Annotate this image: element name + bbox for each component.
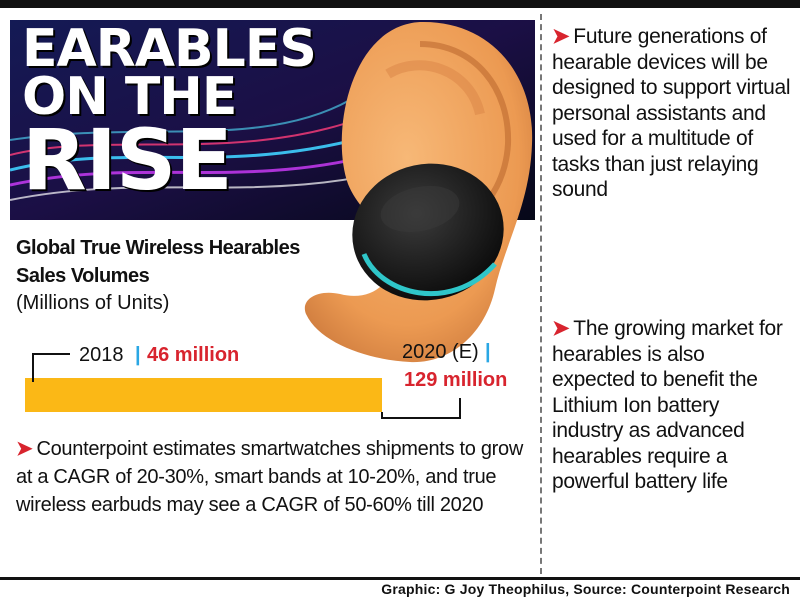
headline-line-1: EARABLES [22,20,317,79]
chart-unit: (Millions of Units) [16,292,170,314]
column-divider [540,14,543,574]
earbud-illustration [352,163,504,301]
headline-line-3: RISE [22,110,233,209]
leader-line-2018 [32,353,70,382]
graphic-credit: Graphic: G Joy Theophilus, Source: Count… [381,581,790,597]
value-label-2020: 129 million [404,369,507,391]
red-arrow-icon: ➤ [16,438,33,460]
headline-line-2: ON THE [22,66,237,127]
note-text: Future generations of hearable devices w… [552,25,791,201]
separator-2020: | [485,341,491,363]
chart-title: Global True Wireless Hearables Sales Vol… [16,237,300,287]
bottom-rule [0,577,800,580]
category-label-2020: 2020 (E) [402,341,479,363]
headline: EARABLES ON THE RISE [22,20,317,209]
bar-2020 [25,378,382,412]
category-label-2018: 2018 [79,344,124,366]
separator-2018: | [135,344,141,366]
sales-bar-chart: 2018 | 46 million 2020 (E) | 129 million [25,341,507,419]
ear-illustration [304,21,533,363]
note-growing-market: ➤ The growing market for hearables is als… [552,316,792,495]
value-label-2018: 46 million [147,344,239,366]
note-text: The growing market for hearables is also… [552,317,783,493]
note-future-generations: ➤ Future generations of hearable devices … [552,24,792,203]
counterpoint-estimate-paragraph: ➤ Counterpoint estimates smartwatches shi… [16,435,536,519]
red-arrow-icon: ➤ [552,25,570,48]
leader-line-2020 [381,398,461,419]
red-arrow-icon: ➤ [552,317,570,340]
top-rule [0,0,800,8]
counterpoint-estimate-text: Counterpoint estimates smartwatches ship… [16,438,524,516]
